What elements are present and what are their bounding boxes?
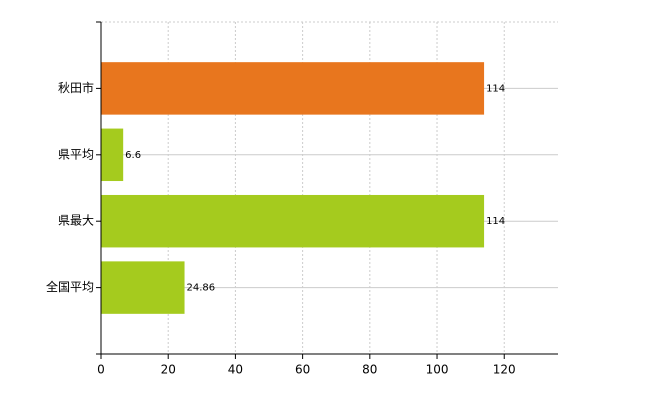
x-tick-label: 120	[493, 363, 516, 377]
y-tick-label: 県最大	[58, 214, 94, 228]
y-tick-label: 秋田市	[58, 80, 94, 95]
y-tick-label: 全国平均	[46, 279, 94, 294]
x-tick-label: 0	[97, 363, 105, 377]
bar	[101, 128, 124, 182]
x-tick-label: 60	[295, 363, 310, 377]
bar	[101, 62, 485, 115]
x-tick-label: 40	[228, 363, 243, 377]
value-label: 114	[486, 83, 505, 94]
x-tick-label: 80	[362, 363, 377, 377]
value-label: 114	[486, 216, 505, 227]
value-label: 6.6	[125, 150, 141, 161]
x-tick-label: 100	[426, 363, 449, 377]
value-label: 24.86	[187, 283, 216, 294]
y-tick-label: 県平均	[58, 147, 94, 161]
bar	[101, 261, 185, 314]
bar	[101, 194, 485, 248]
x-tick-label: 20	[161, 363, 176, 377]
